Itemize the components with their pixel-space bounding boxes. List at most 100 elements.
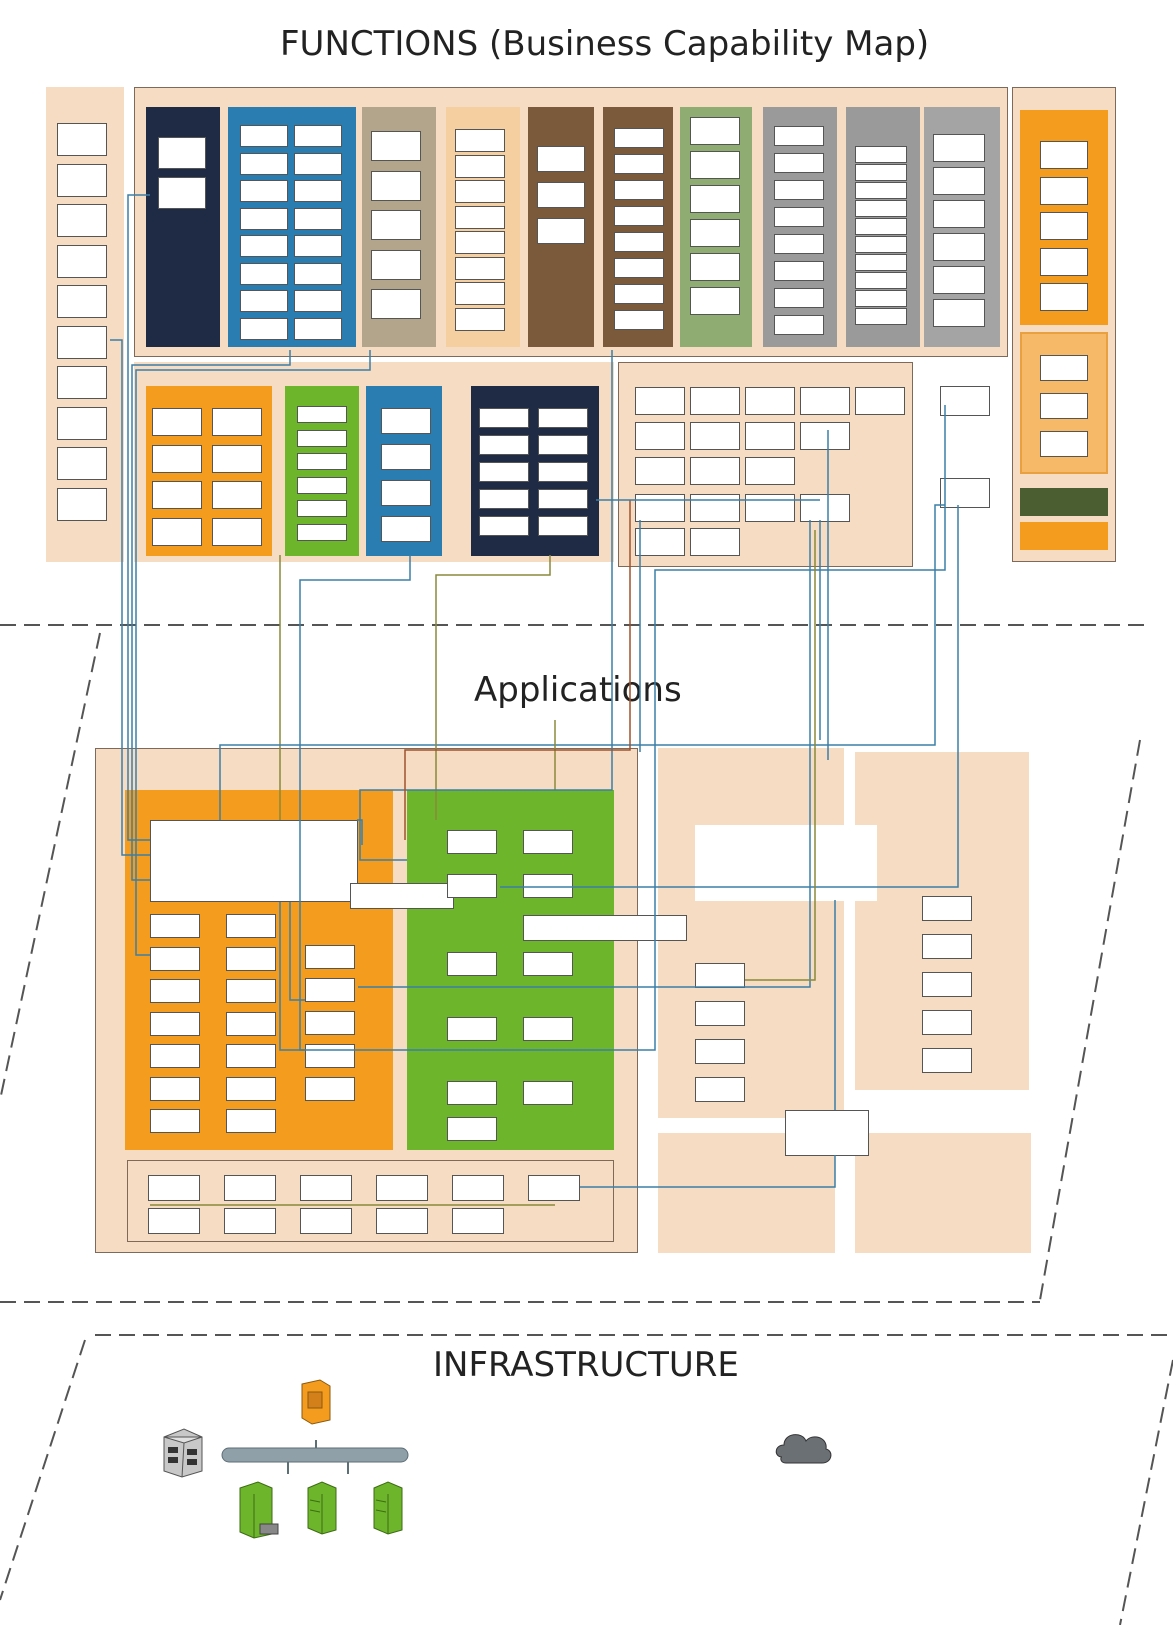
capability-box[interactable] (690, 219, 740, 247)
capability-box[interactable] (455, 180, 505, 203)
capability-box[interactable] (690, 151, 740, 179)
application-box[interactable] (452, 1208, 504, 1234)
capability-box[interactable] (635, 387, 685, 415)
capability-box[interactable] (774, 315, 824, 335)
application-box[interactable] (150, 1076, 200, 1101)
capability-box[interactable] (1040, 355, 1088, 381)
capability-box[interactable] (371, 131, 421, 161)
application-box[interactable] (226, 914, 276, 938)
capability-box[interactable] (455, 231, 505, 254)
application-box[interactable] (922, 896, 972, 921)
capability-box[interactable] (538, 462, 588, 482)
capability-box[interactable] (690, 494, 740, 522)
capability-box[interactable] (538, 489, 588, 509)
capability-box[interactable] (614, 206, 664, 226)
capability-box[interactable] (297, 500, 347, 517)
capability-box[interactable] (57, 285, 107, 318)
capability-box[interactable] (479, 489, 529, 509)
application-box[interactable] (300, 1208, 352, 1234)
capability-box[interactable] (774, 288, 824, 308)
capability-box[interactable] (294, 180, 342, 202)
capability-box[interactable] (57, 406, 107, 440)
capability-box[interactable] (690, 528, 740, 556)
capability-box[interactable] (635, 494, 685, 522)
application-box[interactable] (695, 1001, 745, 1026)
application-box[interactable] (226, 1109, 276, 1133)
capability-box[interactable] (538, 408, 588, 428)
capability-box[interactable] (294, 207, 342, 230)
capability-box[interactable] (635, 422, 685, 450)
application-box[interactable] (376, 1175, 428, 1201)
application-box[interactable] (226, 1044, 276, 1068)
capability-box[interactable] (800, 422, 850, 450)
capability-box[interactable] (614, 128, 664, 148)
capability-box[interactable] (855, 182, 907, 199)
application-box[interactable] (226, 1011, 276, 1036)
application-box[interactable] (224, 1208, 276, 1234)
capability-box[interactable] (745, 422, 795, 450)
application-box[interactable] (447, 874, 497, 898)
capability-box[interactable] (381, 444, 431, 470)
capability-box[interactable] (745, 457, 795, 485)
application-box[interactable] (523, 1017, 573, 1041)
capability-box[interactable] (774, 261, 824, 281)
application-box[interactable] (922, 934, 972, 959)
capability-box[interactable] (774, 180, 824, 200)
application-box[interactable] (226, 1076, 276, 1101)
capability-box[interactable] (240, 262, 288, 285)
capability-box[interactable] (537, 182, 585, 208)
capability-box[interactable] (745, 387, 795, 415)
capability-box[interactable] (537, 146, 585, 172)
capability-box[interactable] (855, 218, 907, 235)
capability-box[interactable] (152, 444, 202, 473)
capability-box[interactable] (381, 516, 431, 542)
capability-box[interactable] (774, 234, 824, 254)
capability-box[interactable] (57, 123, 107, 156)
application-box[interactable] (922, 1048, 972, 1073)
capability-box[interactable] (614, 232, 664, 252)
capability-box[interactable] (57, 366, 107, 399)
capability-box[interactable] (371, 289, 421, 319)
capability-box[interactable] (479, 435, 529, 455)
capability-box[interactable] (152, 481, 202, 509)
capability-box[interactable] (855, 387, 905, 415)
application-box[interactable] (523, 874, 573, 898)
capability-box[interactable] (690, 387, 740, 415)
application-box[interactable] (150, 979, 200, 1003)
capability-box[interactable] (158, 137, 206, 169)
capability-box[interactable] (240, 180, 288, 202)
capability-box[interactable] (294, 152, 342, 175)
capability-box[interactable] (381, 408, 431, 434)
application-box[interactable] (150, 914, 200, 938)
capability-box[interactable] (933, 167, 985, 195)
capability-box[interactable] (455, 282, 505, 305)
capability-box[interactable] (455, 205, 505, 229)
capability-box[interactable] (855, 272, 907, 289)
capability-box[interactable] (294, 235, 342, 257)
capability-box[interactable] (1040, 393, 1088, 419)
capability-box[interactable] (294, 290, 342, 312)
application-box[interactable] (305, 978, 355, 1002)
application-box[interactable] (695, 1039, 745, 1064)
application-wide-box[interactable] (350, 883, 454, 909)
application-box[interactable] (148, 1175, 200, 1201)
application-box[interactable] (150, 1011, 200, 1036)
capability-box[interactable] (614, 284, 664, 304)
application-box[interactable] (447, 952, 497, 976)
capability-box[interactable] (479, 408, 529, 428)
capability-box[interactable] (933, 266, 985, 294)
application-box[interactable] (305, 1044, 355, 1068)
capability-box[interactable] (57, 487, 107, 521)
capability-box[interactable] (690, 185, 740, 213)
application-box[interactable] (695, 963, 745, 988)
capability-box[interactable] (1040, 247, 1088, 276)
capability-box[interactable] (690, 457, 740, 485)
capability-box[interactable] (57, 163, 107, 197)
application-box[interactable] (447, 1081, 497, 1105)
capability-box[interactable] (455, 154, 505, 178)
capability-box[interactable] (240, 207, 288, 230)
application-box[interactable] (300, 1175, 352, 1201)
application-box[interactable] (305, 1077, 355, 1101)
capability-box[interactable] (152, 408, 202, 436)
capability-box[interactable] (855, 254, 907, 271)
